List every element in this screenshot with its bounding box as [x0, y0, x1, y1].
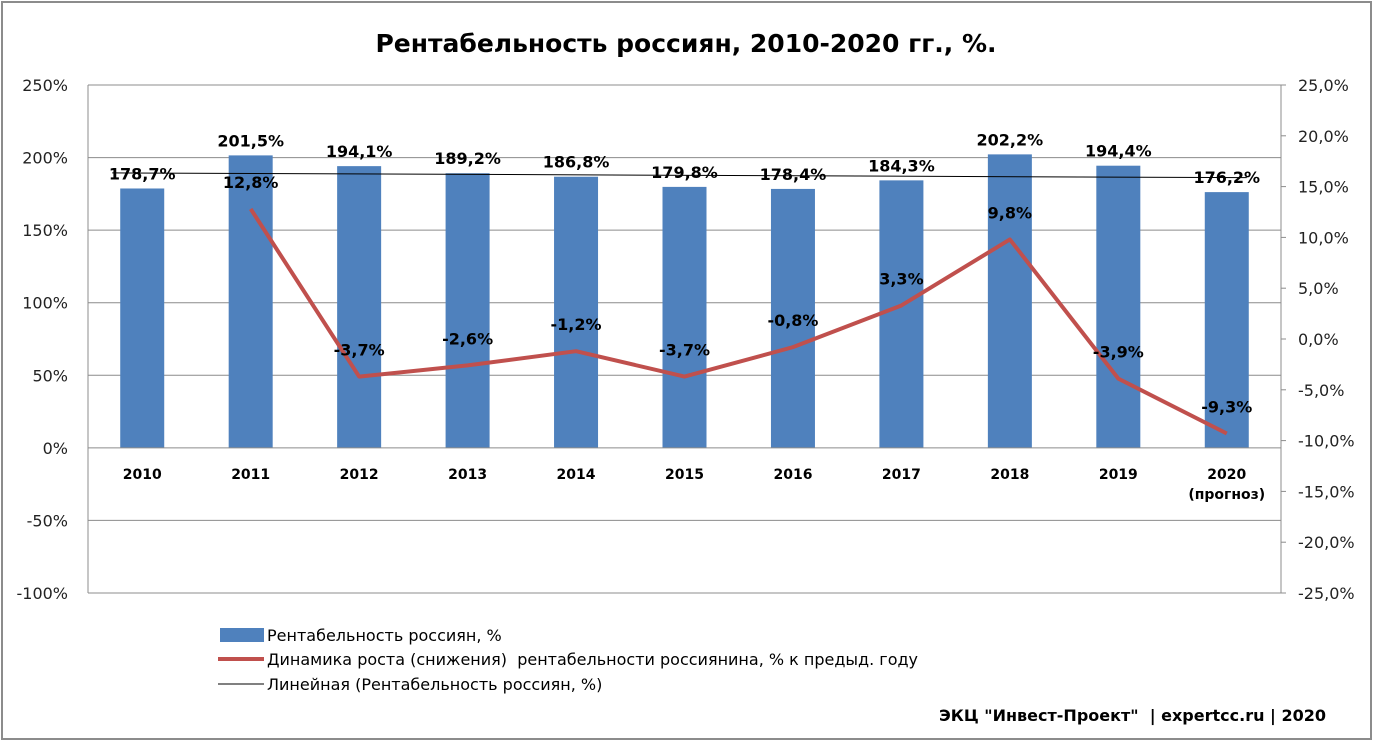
growth-data-label: 3,3%	[879, 269, 923, 288]
category-label: 2012	[340, 467, 379, 483]
right-tick-label: 25,0%	[1298, 76, 1349, 95]
growth-data-label: -0,8%	[767, 311, 818, 330]
bar	[228, 155, 273, 448]
bar	[337, 166, 382, 448]
growth-data-label: -3,7%	[334, 341, 385, 360]
category-label: 2017	[882, 467, 921, 483]
category-sublabel: (прогноз)	[1188, 487, 1265, 503]
legend: Рентабельность россиян, % Динамика роста…	[218, 626, 918, 694]
bar	[120, 188, 165, 448]
left-tick-label: 50%	[32, 366, 68, 385]
growth-data-label: -3,7%	[659, 341, 710, 360]
right-tick-label: -15,0%	[1298, 482, 1355, 501]
bar	[1096, 165, 1141, 448]
right-tick-label: -5,0%	[1298, 381, 1344, 400]
right-tick-label: 10,0%	[1298, 228, 1349, 247]
bar-data-label: 184,3%	[868, 156, 935, 175]
bar	[770, 188, 815, 448]
right-tick-label: 20,0%	[1298, 127, 1349, 146]
right-tick-label: -25,0%	[1298, 584, 1355, 603]
category-label: 2020	[1207, 467, 1246, 483]
category-label: 2019	[1099, 467, 1138, 483]
legend-bar-swatch	[220, 628, 264, 642]
left-tick-label: 200%	[22, 149, 68, 168]
bar-data-label: 194,1%	[326, 142, 393, 161]
growth-data-label: -1,2%	[551, 315, 602, 334]
growth-line	[249, 207, 1228, 436]
category-label: 2010	[123, 467, 162, 483]
bar-data-label: 194,4%	[1085, 142, 1152, 161]
category-label: 2014	[557, 467, 596, 483]
right-tick-label: -10,0%	[1298, 432, 1355, 451]
right-tick-label: 5,0%	[1298, 279, 1339, 298]
bar-data-label: 201,5%	[217, 131, 284, 150]
legend-label-bars: Рентабельность россиян, %	[267, 626, 502, 645]
trendline	[112, 172, 1247, 179]
bar-data-label: 178,7%	[109, 164, 176, 183]
category-label: 2016	[773, 467, 812, 483]
legend-label-line: Динамика роста (снижения) рентабельности…	[267, 650, 918, 669]
left-tick-label: 100%	[22, 294, 68, 313]
bar-data-label: 202,2%	[977, 130, 1044, 149]
growth-data-label: 9,8%	[988, 203, 1032, 222]
bar	[879, 180, 924, 448]
growth-data-label: -3,9%	[1093, 343, 1144, 362]
category-label: 2015	[665, 467, 704, 483]
right-tick-label: 0,0%	[1298, 330, 1339, 349]
bar	[1204, 192, 1249, 448]
category-label: 2013	[448, 467, 487, 483]
growth-data-label: 12,8%	[223, 173, 279, 192]
bar	[445, 173, 490, 448]
source-credit: ЭКЦ "Инвест-Проект" | expertcc.ru | 2020	[939, 706, 1326, 726]
category-label: 2011	[231, 467, 270, 483]
bar-data-label: 179,8%	[651, 163, 718, 182]
left-tick-label: 0%	[43, 439, 68, 458]
bar-data-label: 178,4%	[760, 165, 827, 184]
left-tick-label: -100%	[16, 584, 68, 603]
growth-data-label: -9,3%	[1201, 397, 1252, 416]
bar-data-label: 186,8%	[543, 153, 610, 172]
bar	[987, 154, 1032, 448]
right-tick-label: 15,0%	[1298, 178, 1349, 197]
left-tick-label: 250%	[22, 76, 68, 95]
bar-data-label: 189,2%	[434, 149, 501, 168]
left-tick-label: -50%	[27, 511, 68, 530]
left-tick-label: 150%	[22, 221, 68, 240]
bar	[554, 176, 599, 448]
growth-data-label: -2,6%	[442, 329, 493, 348]
right-tick-label: -20,0%	[1298, 533, 1355, 552]
bar	[662, 186, 707, 448]
chart-title: Рентабельность россиян, 2010-2020 гг., %…	[375, 29, 996, 58]
category-label: 2018	[990, 467, 1029, 483]
legend-label-trend: Линейная (Рентабельность россиян, %)	[267, 675, 602, 694]
bar-data-label: 176,2%	[1193, 168, 1260, 187]
